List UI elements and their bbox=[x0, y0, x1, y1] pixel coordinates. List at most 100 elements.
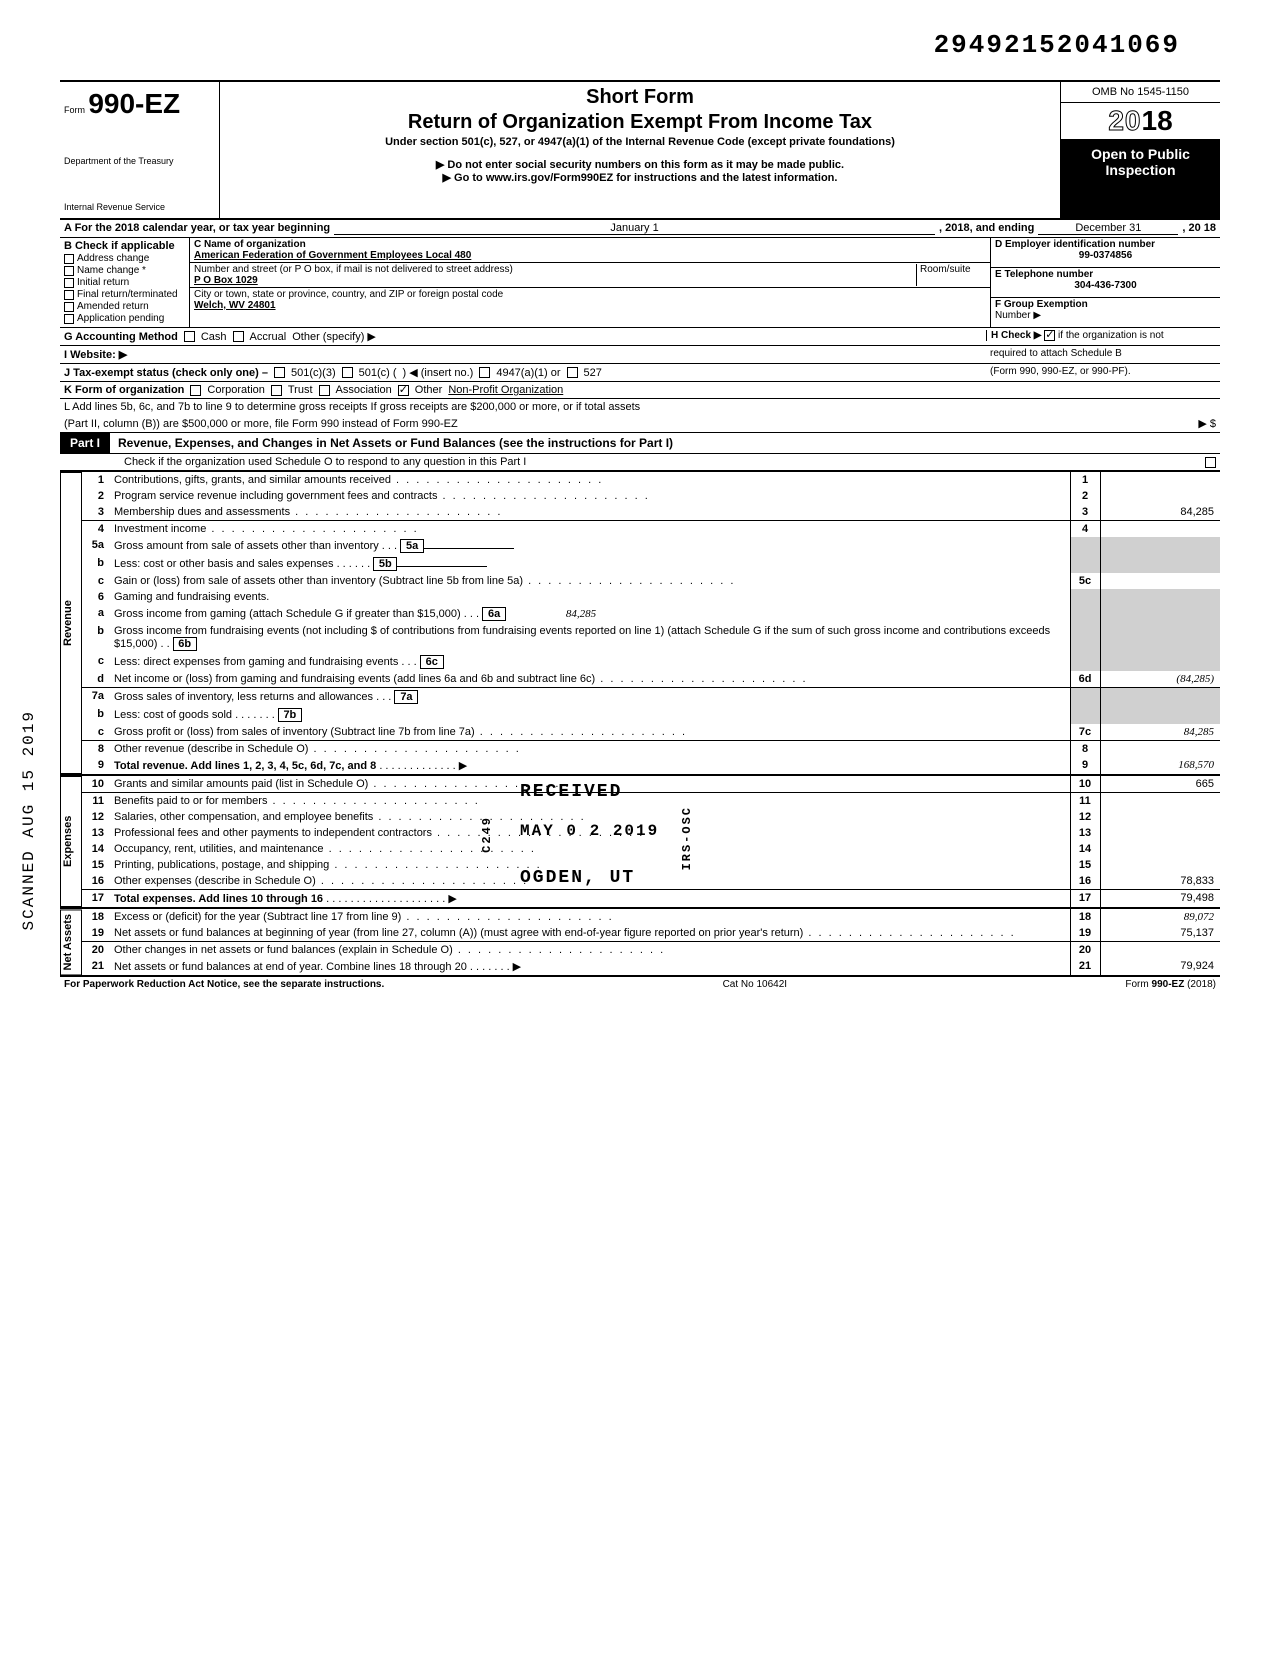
dept-treasury: Department of the Treasury bbox=[64, 156, 215, 166]
city: Welch, WV 24801 bbox=[194, 300, 986, 311]
org-name-row: C Name of organization American Federati… bbox=[190, 238, 990, 263]
org-name: American Federation of Government Employ… bbox=[194, 250, 986, 261]
addr: P O Box 1029 bbox=[194, 275, 916, 286]
return-title: Return of Organization Exempt From Incom… bbox=[228, 111, 1052, 134]
chk-527[interactable] bbox=[567, 367, 578, 378]
row-a-year: , 20 18 bbox=[1182, 222, 1216, 235]
chk-501c[interactable] bbox=[342, 367, 353, 378]
expenses-section: Expenses 10Grants and similar amounts pa… bbox=[60, 775, 1220, 908]
city-label: City or town, state or province, country… bbox=[194, 289, 986, 300]
footer-mid: Cat No 10642I bbox=[723, 979, 788, 990]
dept-irs: Internal Revenue Service bbox=[64, 202, 215, 212]
line17-amount: 79,498 bbox=[1100, 890, 1220, 908]
phone-label: E Telephone number bbox=[995, 269, 1216, 280]
line16-amount: 78,833 bbox=[1100, 873, 1220, 890]
scanned-stamp-side: SCANNED AUG 15 2019 bbox=[20, 710, 38, 930]
chk-initial[interactable]: Initial return bbox=[64, 277, 185, 288]
k-other-val: Non-Profit Organization bbox=[448, 384, 563, 396]
line3-amount: 84,285 bbox=[1100, 504, 1220, 521]
instruction-2: ▶ Go to www.irs.gov/Form990EZ for instru… bbox=[228, 171, 1052, 184]
addr-label: Number and street (or P O box, if mail i… bbox=[194, 264, 916, 275]
chk-h[interactable] bbox=[1044, 330, 1055, 341]
line21-amount: 79,924 bbox=[1100, 958, 1220, 975]
row-j: J Tax-exempt status (check only one) – 5… bbox=[60, 364, 1220, 382]
revenue-table: 1Contributions, gifts, grants, and simil… bbox=[82, 472, 1220, 774]
org-name-label: C Name of organization bbox=[194, 239, 986, 250]
footer: For Paperwork Reduction Act Notice, see … bbox=[60, 977, 1220, 992]
row-g-h: G Accounting Method Cash Accrual Other (… bbox=[60, 328, 1220, 346]
chk-address[interactable]: Address change bbox=[64, 253, 185, 264]
line18-hand: 89,072 bbox=[1100, 909, 1220, 925]
group-row: F Group Exemption Number ▶ bbox=[991, 298, 1220, 327]
form-number: 990-EZ bbox=[88, 88, 180, 119]
row-l2: (Part II, column (B)) are $500,000 or mo… bbox=[60, 415, 1220, 433]
part1-header: Part I Revenue, Expenses, and Changes in… bbox=[60, 433, 1220, 454]
chk-pending[interactable]: Application pending bbox=[64, 313, 185, 324]
h-txt3: (Form 990, 990-EZ, or 990-PF). bbox=[986, 366, 1216, 377]
netassets-side-label: Net Assets bbox=[60, 909, 82, 975]
addr-row: Number and street (or P O box, if mail i… bbox=[190, 263, 990, 288]
open-public-badge: Open to Public Inspection bbox=[1061, 140, 1220, 218]
chk-trust[interactable] bbox=[271, 385, 282, 396]
line7c-hand: 84,285 bbox=[1100, 724, 1220, 741]
room-label: Room/suite bbox=[916, 264, 986, 286]
expenses-side-label: Expenses bbox=[60, 776, 82, 907]
chk-cash[interactable] bbox=[184, 331, 195, 342]
row-l-arrow: ▶ $ bbox=[1198, 417, 1216, 430]
short-form-label: Short Form bbox=[228, 86, 1052, 109]
h-txt2: required to attach Schedule B bbox=[986, 348, 1216, 359]
netassets-table: 18Excess or (deficit) for the year (Subt… bbox=[82, 909, 1220, 975]
info-block: B Check if applicable Address change Nam… bbox=[60, 238, 1220, 328]
tax-year: 2018 bbox=[1061, 103, 1220, 140]
year-suffix: 18 bbox=[1142, 105, 1173, 136]
omb-number: OMB No 1545-1150 bbox=[1061, 82, 1220, 103]
form-header: Form 990-EZ Department of the Treasury I… bbox=[60, 80, 1220, 220]
row-a-label: A For the 2018 calendar year, or tax yea… bbox=[64, 222, 330, 235]
j-label: J Tax-exempt status (check only one) – bbox=[64, 367, 268, 379]
chk-501c3[interactable] bbox=[274, 367, 285, 378]
chk-amended[interactable]: Amended return bbox=[64, 301, 185, 312]
subtitle: Under section 501(c), 527, or 4947(a)(1)… bbox=[228, 136, 1052, 148]
chk-4947[interactable] bbox=[479, 367, 490, 378]
document-number: 29492152041069 bbox=[60, 30, 1220, 60]
k-label: K Form of organization bbox=[64, 384, 184, 396]
instruction-1: ▶ Do not enter social security numbers o… bbox=[228, 158, 1052, 171]
chk-final[interactable]: Final return/terminated bbox=[64, 289, 185, 300]
form-prefix: Form bbox=[64, 105, 85, 115]
row-l1: L Add lines 5b, 6c, and 7b to line 9 to … bbox=[60, 399, 1220, 415]
row-i: I Website: ▶ required to attach Schedule… bbox=[60, 346, 1220, 364]
header-center: Short Form Return of Organization Exempt… bbox=[220, 82, 1060, 218]
col-b: B Check if applicable Address change Nam… bbox=[60, 238, 190, 327]
revenue-section: Revenue 1Contributions, gifts, grants, a… bbox=[60, 471, 1220, 775]
footer-right: Form 990-EZ (2018) bbox=[1125, 979, 1216, 990]
line6a-hand: 84,285 bbox=[506, 608, 596, 620]
part1-title: Revenue, Expenses, and Changes in Net As… bbox=[110, 433, 681, 453]
i-label: I Website: ▶ bbox=[64, 348, 127, 361]
row-a-tax-year: A For the 2018 calendar year, or tax yea… bbox=[60, 220, 1220, 238]
chk-accrual[interactable] bbox=[233, 331, 244, 342]
ein: 99-0374856 bbox=[995, 250, 1216, 261]
g-label: G Accounting Method bbox=[64, 331, 178, 343]
year-prefix: 20 bbox=[1108, 105, 1141, 136]
h-block: H Check ▶ if the organization is not bbox=[986, 330, 1216, 341]
chk-assoc[interactable] bbox=[319, 385, 330, 396]
chk-corp[interactable] bbox=[190, 385, 201, 396]
netassets-section: Net Assets 18Excess or (deficit) for the… bbox=[60, 908, 1220, 977]
row-k: K Form of organization Corporation Trust… bbox=[60, 382, 1220, 399]
line10-amount: 665 bbox=[1100, 776, 1220, 793]
header-left: Form 990-EZ Department of the Treasury I… bbox=[60, 82, 220, 218]
chk-name[interactable]: Name change * bbox=[64, 265, 185, 276]
line6d-hand: (84,285) bbox=[1100, 671, 1220, 688]
revenue-side-label: Revenue bbox=[60, 472, 82, 774]
ein-row: D Employer identification number 99-0374… bbox=[991, 238, 1220, 268]
row-a-end: December 31 bbox=[1038, 222, 1178, 235]
chk-schedule-o[interactable] bbox=[1205, 457, 1216, 468]
part1-check-row: Check if the organization used Schedule … bbox=[60, 454, 1220, 471]
col-right: D Employer identification number 99-0374… bbox=[990, 238, 1220, 327]
col-c: C Name of organization American Federati… bbox=[190, 238, 990, 327]
line9-hand: 168,570 bbox=[1100, 757, 1220, 774]
phone-row: E Telephone number 304-436-7300 bbox=[991, 268, 1220, 298]
form-page: SCANNED AUG 15 2019 29492152041069 Form … bbox=[60, 30, 1220, 992]
chk-other[interactable] bbox=[398, 385, 409, 396]
ein-label: D Employer identification number bbox=[995, 239, 1216, 250]
